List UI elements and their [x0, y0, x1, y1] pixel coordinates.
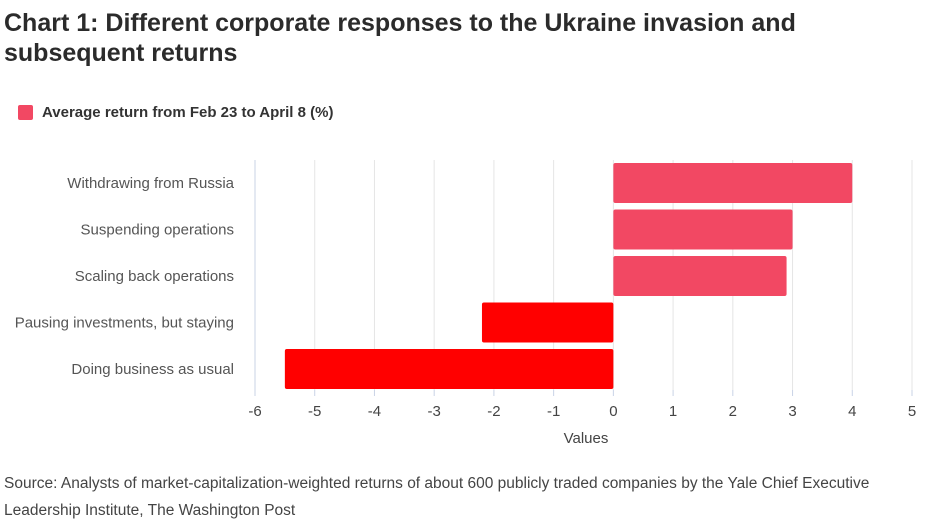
- category-label: Suspending operations: [81, 222, 234, 239]
- x-tick-label: -2: [487, 403, 500, 420]
- category-label: Scaling back operations: [75, 268, 234, 285]
- bar-chart: Withdrawing from Russia Suspending operat…: [15, 160, 916, 447]
- x-tick-labels: -6 -5 -4 -3 -2 -1 0 1 2 3 4 5: [248, 403, 916, 420]
- category-label: Withdrawing from Russia: [67, 175, 234, 192]
- x-tick-label: -3: [428, 403, 441, 420]
- bar: [613, 163, 853, 203]
- bar: [613, 256, 787, 296]
- bar: [481, 302, 614, 343]
- legend-swatch: [18, 105, 33, 120]
- x-tick-label: 0: [609, 403, 617, 420]
- category-label: Pausing investments, but staying: [15, 315, 234, 332]
- x-tick-label: 1: [669, 403, 677, 420]
- x-tick-label: -4: [368, 403, 381, 420]
- x-axis-label: Values: [564, 430, 609, 447]
- bar: [613, 209, 793, 250]
- chart-title: Chart 1: Different corporate responses t…: [4, 9, 796, 67]
- x-tick-label: 3: [788, 403, 796, 420]
- legend: Average return from Feb 23 to April 8 (%…: [18, 104, 333, 121]
- x-tick-label: 2: [729, 403, 737, 420]
- bar: [284, 349, 614, 389]
- x-tick-label: 4: [848, 403, 856, 420]
- legend-label: Average return from Feb 23 to April 8 (%…: [42, 104, 334, 121]
- x-tick-label: 5: [908, 403, 916, 420]
- source-note: Source: Analysts of market-capitalizatio…: [4, 475, 870, 519]
- x-tick-label: -5: [308, 403, 321, 420]
- x-tick-label: -6: [248, 403, 261, 420]
- category-label: Doing business as usual: [71, 361, 234, 378]
- x-tick-label: -1: [547, 403, 560, 420]
- category-labels: Withdrawing from Russia Suspending operat…: [15, 175, 235, 378]
- bars: [284, 163, 853, 389]
